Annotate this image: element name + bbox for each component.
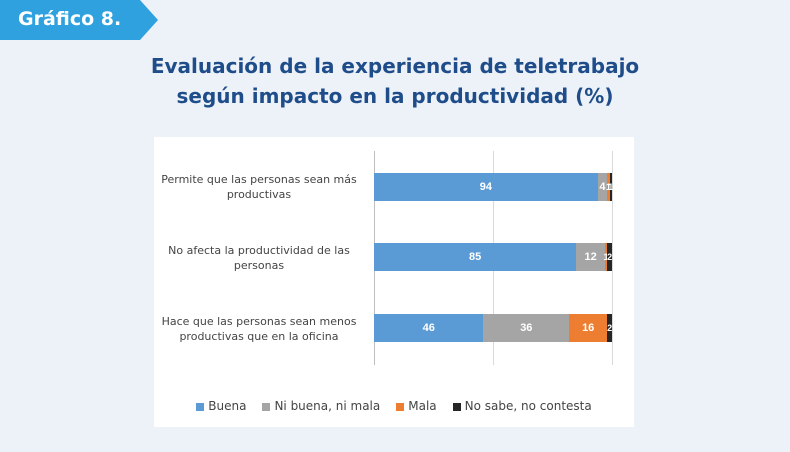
chart-legend: Buena Ni buena, ni mala Mala No sabe, no co… — [154, 399, 634, 413]
category-label-line: productivas que en la oficina — [179, 330, 339, 343]
chart-number-badge: Gráfico 8. — [0, 0, 158, 40]
category-label-line: No afecta la productividad de las — [168, 244, 350, 257]
category-label-line: personas — [233, 259, 285, 272]
legend-swatch — [452, 402, 461, 411]
legend-label: Ni buena, ni mala — [274, 399, 381, 413]
data-label: 2 — [607, 252, 613, 262]
bar-segment — [576, 243, 605, 271]
bar-segment — [569, 314, 608, 342]
legend-item: Buena — [196, 399, 246, 413]
bar-segment — [607, 173, 610, 201]
chart-title-line-1: Evaluación de la experiencia de teletrab… — [150, 54, 640, 78]
bar-segment — [607, 314, 612, 342]
category-label: Hace que las personas sean menos producti… — [154, 314, 364, 344]
bar-segment — [597, 173, 608, 201]
legend-swatch — [262, 402, 271, 411]
legend-item: No sabe, no contesta — [452, 399, 592, 413]
data-label: 46 — [422, 322, 435, 334]
data-label: 12 — [584, 251, 597, 263]
legend-swatch — [196, 402, 205, 411]
legend-label: Mala — [408, 399, 437, 413]
bar-segment — [607, 243, 612, 271]
chart-panel: Buena Ni buena, ni mala Mala No sabe, no co… — [154, 137, 634, 427]
legend-item: Ni buena, ni mala — [262, 399, 380, 413]
bar-segment — [609, 173, 612, 201]
data-label: 2 — [607, 323, 613, 333]
category-label-line: Permite que las personas sean más — [161, 173, 357, 186]
bar-segment — [374, 314, 484, 342]
category-label: Permite que las personas sean más product… — [154, 172, 364, 202]
data-label: 1 — [603, 252, 609, 262]
data-label: 16 — [582, 322, 595, 334]
data-label: 94 — [479, 181, 492, 193]
chart-title-line-2: según impacto en la productividad (%) — [176, 84, 614, 108]
gridline — [612, 151, 613, 365]
bar-segment — [604, 243, 608, 271]
bar-segment — [374, 243, 577, 271]
legend-label: No sabe, no contesta — [464, 399, 592, 413]
data-label: 4 — [599, 181, 606, 193]
category-label: No afecta la productividad de las persona… — [154, 243, 364, 273]
data-label: 36 — [520, 322, 533, 334]
bar-segment — [374, 173, 598, 201]
data-label: 85 — [469, 251, 482, 263]
legend-swatch — [396, 402, 405, 411]
legend-label: Buena — [208, 399, 247, 413]
badge-label: Gráfico 8. — [18, 8, 122, 30]
category-label-line: productivas — [226, 188, 292, 201]
category-label-line: Hace que las personas sean menos — [161, 315, 357, 328]
legend-item: Mala — [396, 399, 437, 413]
data-label: 1 — [605, 182, 611, 192]
data-label: 1 — [608, 182, 614, 192]
bar-segment — [483, 314, 570, 342]
